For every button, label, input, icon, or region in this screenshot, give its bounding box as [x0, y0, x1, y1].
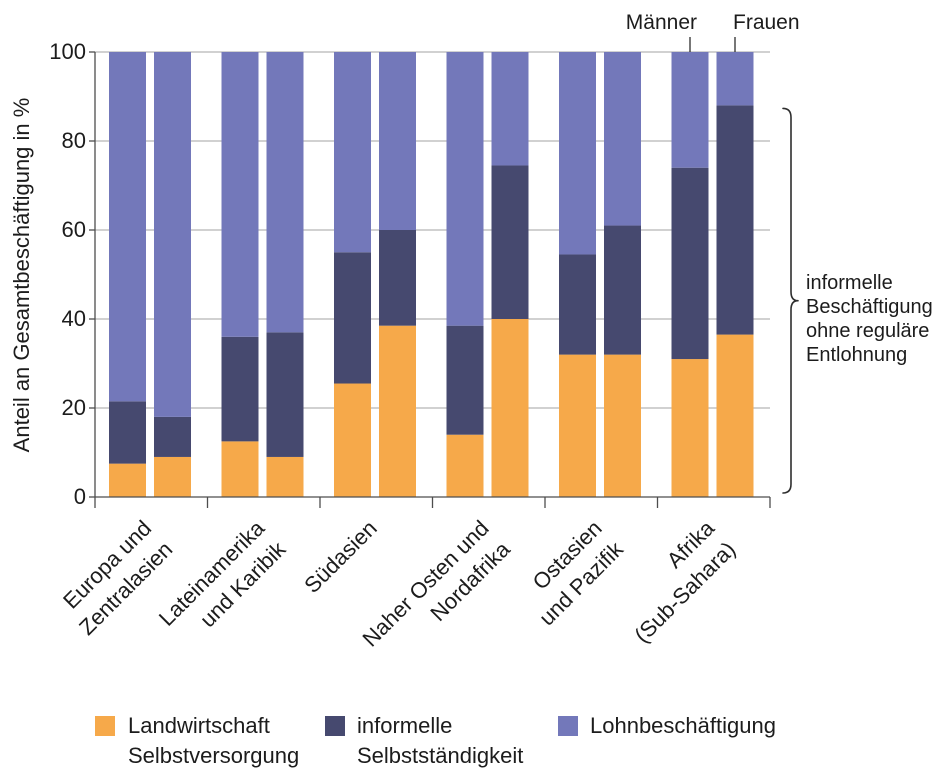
axes — [89, 51, 771, 508]
bar-segment — [379, 325, 416, 497]
bar-segment — [716, 334, 754, 497]
bar-segment — [379, 230, 416, 326]
bar-segment — [559, 52, 596, 255]
bar-segment — [109, 401, 146, 464]
bar-segment — [491, 52, 529, 166]
bar-segment — [446, 434, 484, 497]
bar-segment — [154, 416, 191, 457]
bar-segment — [559, 354, 596, 497]
bar-segment — [221, 336, 259, 442]
bar-segment — [154, 52, 191, 417]
brace-annotation: informelle Beschäftigung ohne reguläre E… — [806, 272, 933, 366]
legend-label-landwirtschaft: Landwirtschaft Selbstversorgung — [128, 713, 300, 768]
y-tick-label: 0 — [73, 484, 86, 509]
y-axis-label: Anteil an Gesamtbeschäftigung in % — [9, 97, 34, 453]
bar-segment — [446, 52, 484, 326]
y-tick-label: 80 — [61, 128, 86, 153]
bar-segment — [671, 52, 709, 168]
bar-segment — [671, 167, 709, 360]
bar-segment — [334, 252, 371, 384]
bar-segment — [716, 52, 754, 106]
bar-segment — [491, 165, 529, 319]
bar-segment — [109, 463, 146, 497]
legend-swatch-informelle-selbststaendigkeit — [325, 716, 345, 736]
bar-segment — [604, 52, 641, 226]
y-tick-label: 20 — [61, 395, 86, 420]
legend-label-lohnbeschaeftigung: Lohnbeschäftigung — [590, 713, 776, 738]
bar-segment — [334, 383, 371, 497]
bar-segment — [379, 52, 416, 230]
y-tick-label: 40 — [61, 306, 86, 331]
bar-segment — [716, 105, 754, 335]
bar-segment — [604, 354, 641, 497]
bar-segment — [266, 332, 304, 457]
bar-segment — [491, 319, 529, 497]
bar-segment — [446, 325, 484, 435]
bar-segment — [604, 225, 641, 355]
bar-segment — [109, 52, 146, 402]
legend-swatch-lohnbeschaeftigung — [558, 716, 578, 736]
y-tick-label: 100 — [49, 39, 86, 64]
bar-segment — [266, 456, 304, 497]
legend-swatch-landwirtschaft — [95, 716, 115, 736]
bar-segment — [559, 254, 596, 355]
subgroup-label-frauen: Frauen — [733, 11, 800, 34]
bar-segment — [671, 359, 709, 497]
legend-label-informelle-selbststaendigkeit: informelle Selbstständigkeit — [357, 713, 524, 768]
bar-segment — [221, 52, 259, 337]
legend-swatches — [95, 716, 578, 736]
bar-segment — [154, 456, 191, 497]
bar-segment — [266, 52, 304, 333]
bar-segment — [221, 441, 259, 497]
gridlines — [95, 51, 770, 409]
bars — [109, 52, 754, 497]
y-tick-label: 60 — [61, 217, 86, 242]
bar-segment — [334, 52, 371, 253]
subgroup-label-maenner: Männer — [625, 11, 697, 34]
informal-employment-brace — [782, 107, 799, 494]
